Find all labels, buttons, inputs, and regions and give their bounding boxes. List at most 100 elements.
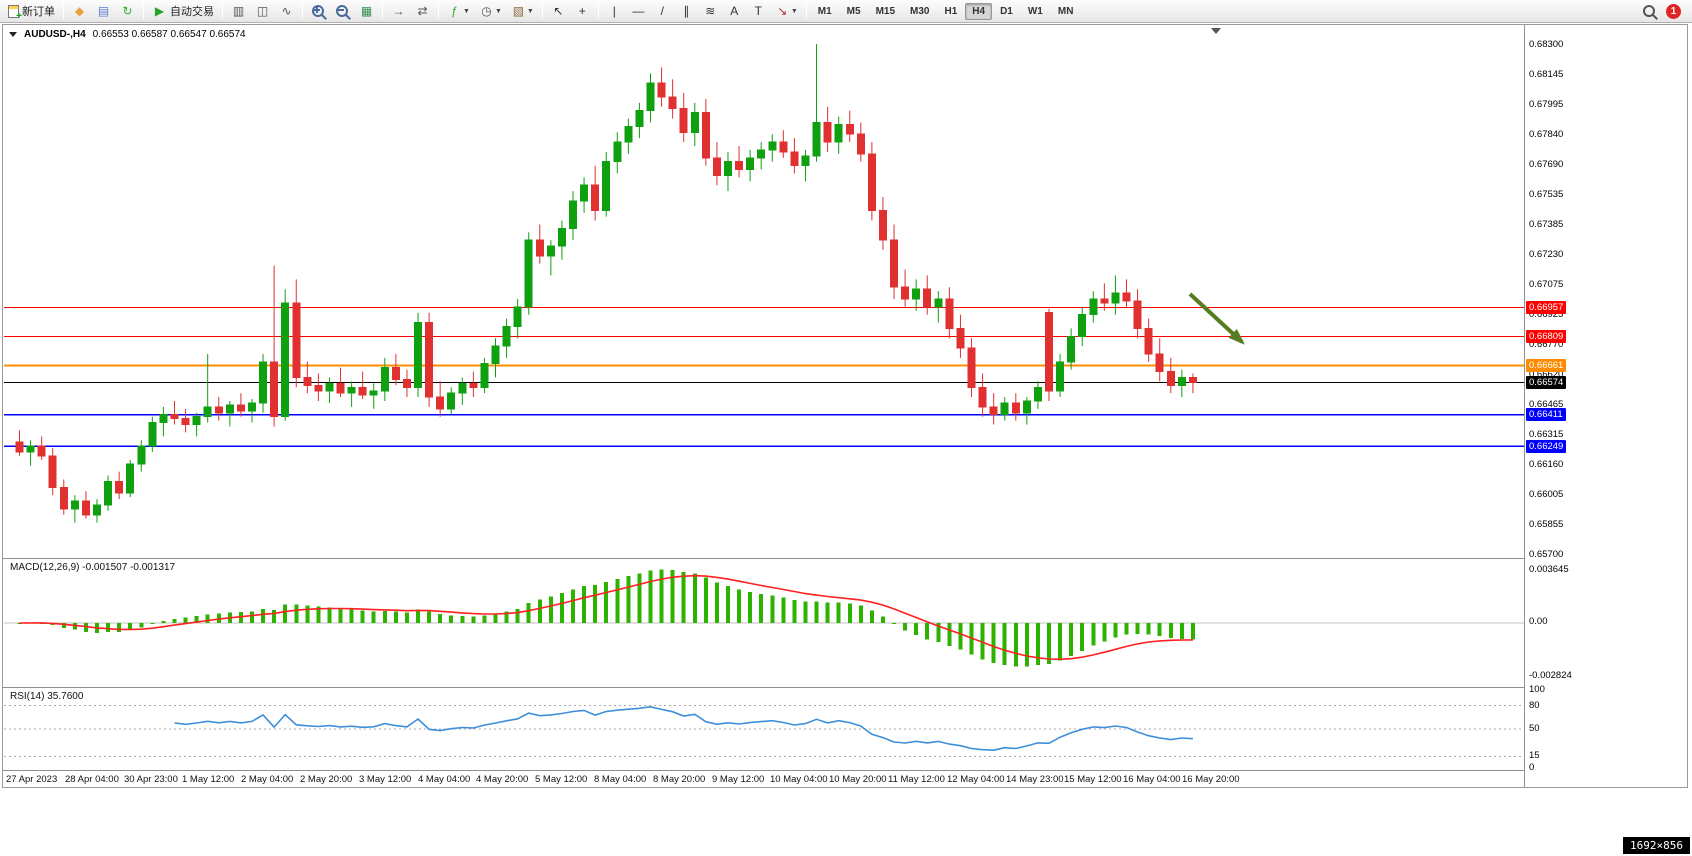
- main-toolbar: 新订单 ◆ ▤↻ ▶自动交易 ▥◫ ∿ ▦ → ⇄ ƒ▼◷▼▧▼ ↖ + |—/∥≋ AT↘▼ M1 M5 M1…: [0, 0, 1692, 23]
- rsi-pane-canvas[interactable]: [4, 688, 1524, 770]
- macd-axis-tick: 0.003645: [1529, 564, 1569, 575]
- chart-shift-marker[interactable]: [1211, 28, 1221, 34]
- new-chart-icon-icon: ◆: [74, 3, 85, 18]
- tile-windows-icon-icon: ▦: [360, 3, 373, 18]
- price-level-label[interactable]: 0.66574: [1526, 376, 1567, 389]
- price-tick: 0.67535: [1529, 189, 1564, 200]
- collapse-triangle-icon[interactable]: [9, 32, 17, 37]
- timeframe-m30[interactable]: M30: [910, 5, 930, 17]
- price-tick: 0.67075: [1529, 279, 1564, 290]
- fibonacci-icon[interactable]: ≋: [699, 2, 722, 21]
- timeframe-d1[interactable]: D1: [1000, 5, 1013, 17]
- text-label-icon[interactable]: T: [747, 2, 770, 21]
- refresh-icon[interactable]: ↻: [116, 2, 139, 21]
- zoom-out-icon[interactable]: [331, 2, 354, 21]
- indicators-button[interactable]: ƒ ▼: [443, 2, 474, 21]
- price-level-label[interactable]: 0.66957: [1526, 301, 1567, 314]
- price-tick: 0.68145: [1529, 69, 1564, 80]
- price-tick: 0.66770: [1529, 339, 1564, 350]
- cursor-icon-icon: ↖: [553, 3, 564, 18]
- chart-shift-icon[interactable]: ⇄: [411, 2, 434, 21]
- toolbar-separator: [302, 3, 303, 19]
- text-icon-icon: A: [730, 3, 739, 18]
- toolbar-separator: [63, 3, 64, 19]
- price-level-label[interactable]: 0.66411: [1526, 408, 1566, 421]
- timeframe-m5[interactable]: M5: [846, 5, 861, 17]
- timeframe-mn[interactable]: MN: [1057, 5, 1074, 17]
- zoom-in-icon[interactable]: [307, 2, 330, 21]
- chart-symbol-period: AUDUSD-,H4: [24, 29, 86, 40]
- pane-divider[interactable]: [3, 687, 1687, 688]
- time-tick: 14 May 23:00: [1006, 774, 1064, 785]
- search-icon[interactable]: [1642, 4, 1657, 19]
- macd-pane-canvas[interactable]: [4, 559, 1524, 687]
- templates-button[interactable]: ▧ ▼: [507, 2, 538, 21]
- bar-chart-icon[interactable]: ▥: [227, 2, 250, 21]
- notification-badge[interactable]: 1: [1666, 3, 1681, 19]
- time-tick: 2 May 04:00: [241, 774, 294, 785]
- time-tick: 4 May 04:00: [418, 774, 471, 785]
- text-icon[interactable]: A: [723, 2, 746, 21]
- cursor-icon[interactable]: ↖: [547, 2, 570, 21]
- macd-signal-line: [19, 574, 1193, 661]
- line-chart-icon[interactable]: ∿: [275, 2, 298, 21]
- toolbar-right: 1: [1642, 3, 1688, 19]
- timeframe-h1[interactable]: H1: [944, 5, 958, 17]
- rsi-axis-tick: 50: [1529, 723, 1540, 734]
- price-tick: 0.65700: [1529, 549, 1564, 560]
- price-tick: 0.68300: [1529, 39, 1564, 50]
- play-icon: ▶: [154, 3, 165, 18]
- zoom-out-icon-icon: [335, 3, 350, 19]
- horizontal-line-icon[interactable]: —: [627, 2, 650, 21]
- new-order-button[interactable]: 新订单: [4, 1, 59, 22]
- price-tick: 0.66160: [1529, 459, 1564, 470]
- new-order-button-label: 新订单: [22, 6, 55, 18]
- horizontal-level-lines[interactable]: [4, 306, 1524, 448]
- channel-icon[interactable]: ∥: [675, 2, 698, 21]
- timeframe-h4[interactable]: H4: [965, 2, 993, 20]
- new-order-icon: [8, 4, 22, 22]
- arrows-button[interactable]: ↘ ▼: [771, 2, 802, 21]
- price-tick: 0.67385: [1529, 219, 1564, 230]
- toolbar-separator: [805, 3, 807, 19]
- line-chart-icon-icon: ∿: [281, 3, 292, 18]
- rsi-axis-tick: 100: [1529, 684, 1545, 695]
- price-tick: 0.67230: [1529, 249, 1564, 260]
- pane-divider: [3, 770, 1687, 771]
- trend-arrow-annotation[interactable]: [1188, 292, 1245, 345]
- tile-windows-icon[interactable]: ▦: [355, 2, 378, 21]
- size-badge: 1692×856: [1623, 837, 1690, 854]
- chart-shift-icon-icon: ⇄: [417, 3, 428, 18]
- dropdown-caret-icon: ▼: [526, 7, 534, 15]
- timeframe-m1[interactable]: M1: [817, 5, 832, 17]
- timeframe-w1[interactable]: W1: [1027, 5, 1043, 17]
- price-level-label[interactable]: 0.66249: [1526, 440, 1567, 453]
- rsi-header: RSI(14) 35.7600: [10, 691, 84, 702]
- price-level-label[interactable]: 0.66661: [1526, 359, 1567, 372]
- price-axis[interactable]: 0.68300 0.68145 0.67995 0.67840 0.67690 0.675…: [1524, 24, 1687, 788]
- dropdown-caret-icon: ▼: [463, 7, 470, 15]
- pane-divider[interactable]: [3, 558, 1687, 559]
- time-tick: 15 May 12:00: [1064, 774, 1122, 785]
- profiles-icon[interactable]: ▤: [92, 2, 115, 21]
- crosshair-icon[interactable]: +: [571, 2, 594, 21]
- new-chart-icon[interactable]: ◆: [68, 2, 91, 21]
- price-tick: 0.66005: [1529, 489, 1564, 500]
- vertical-line-icon[interactable]: |: [603, 2, 626, 21]
- time-axis[interactable]: 27 Apr 2023 28 Apr 04:00 30 Apr 23:00 1 May…: [4, 771, 1524, 788]
- dropdown-caret-icon: ▼: [494, 7, 502, 15]
- price-chart-canvas[interactable]: [4, 24, 1524, 558]
- periods-button[interactable]: ◷ ▼: [475, 2, 506, 21]
- auto-trading-button[interactable]: ▶ 自动交易: [148, 1, 218, 21]
- candles: [15, 44, 1197, 523]
- chart-ohlc-values: 0.66553 0.66587 0.66547 0.66574: [92, 29, 246, 40]
- price-level-label[interactable]: 0.66809: [1526, 330, 1567, 343]
- auto-scroll-icon[interactable]: →: [387, 2, 410, 21]
- candlestick-chart-icon[interactable]: ◫: [251, 2, 274, 21]
- macd-axis-tick: 0.00: [1529, 616, 1548, 627]
- timeframe-m15[interactable]: M15: [875, 5, 896, 17]
- price-tick: 0.66465: [1529, 399, 1564, 410]
- price-tick: 0.66315: [1529, 429, 1564, 440]
- trendline-icon[interactable]: /: [651, 2, 674, 21]
